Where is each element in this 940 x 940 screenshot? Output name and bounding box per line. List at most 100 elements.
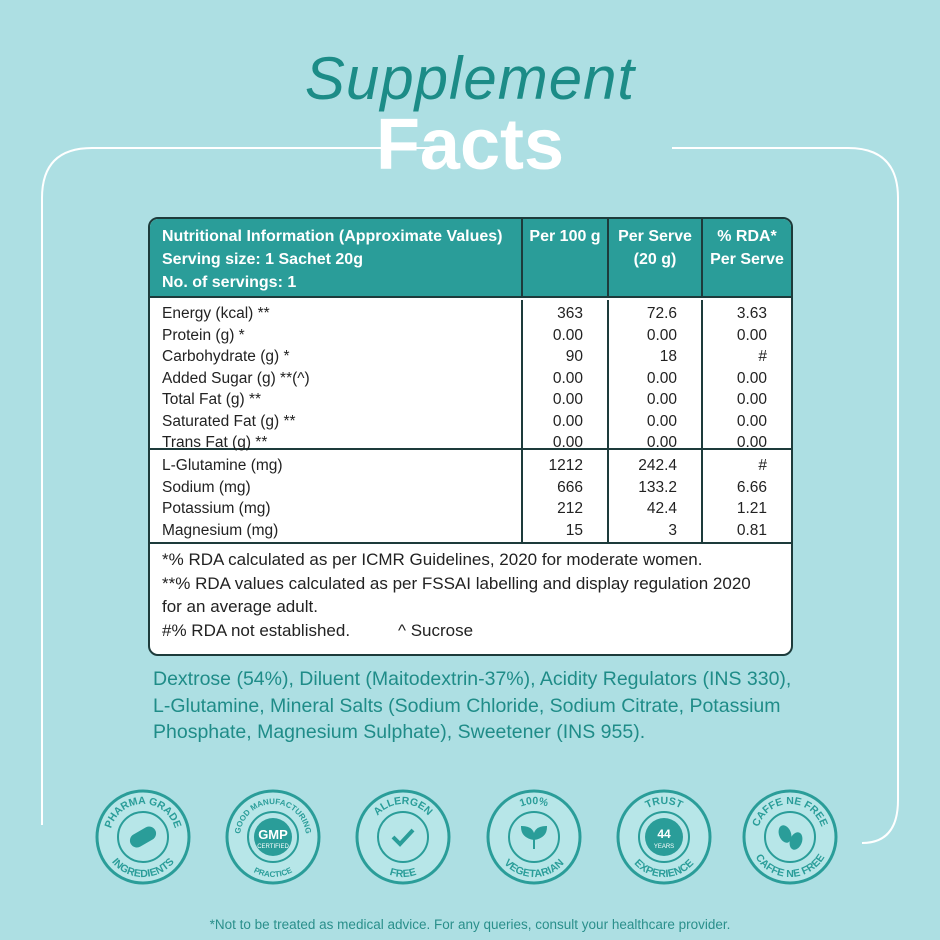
badge-bottom-text: FREE [388,866,417,880]
value-cell: 0.00 [646,434,677,451]
badge-top-text: 100% [518,795,550,810]
value-cell: 212 [557,500,583,517]
value-cell: 0.00 [646,369,677,387]
value-cell: 0.00 [646,391,677,408]
badge: 100%VEGETARIAN [486,789,582,885]
badge-bottom-text: PRACTICE [253,865,295,879]
value-cell: 0.00 [552,391,583,408]
value-cell: 0.00 [736,369,767,387]
nutrient-cell: Saturated Fat (g) ** [162,412,296,430]
badge-sub-text: CERTIFIED [257,844,289,850]
header-line: Per Serve [710,251,784,268]
badge-inner-ring [638,811,690,863]
header-column: % RDA* Per Serve [701,219,791,296]
value-cell: 42.4 [646,500,677,517]
header-line: Nutritional Information (Approximate Val… [162,228,503,245]
badge-sub-text: YEARS [654,844,674,850]
value-cell: 0.00 [552,434,583,451]
badge-top-text: TRUST [643,795,685,811]
ingredients: Dextrose (54%), Diluent (Maitodextrin-37… [153,668,792,743]
nutrient-cell: Sodium (mg) [162,478,251,496]
bean-icon [778,825,792,843]
badge-inner-ring [764,811,816,863]
bean-icon [789,832,803,850]
value-cell: 0.00 [552,369,583,387]
value-column: #6.66 1.21 0.81 [701,452,791,542]
value-column: 1212 666 212 15 [521,452,607,542]
value-cell: 133.2 [638,478,677,496]
value-column: 242.4 133.2 42.4 3 [607,452,701,542]
header-column: Per 100 g [521,219,607,296]
badge-bottom-text: FREE [388,866,417,880]
badge-top-text: TRUST [643,795,685,811]
note-line: for an average adult. [162,597,318,616]
badge-inner-ring [508,811,560,863]
nutrient-column: L-Glutamine (mg) Sodium (mg) Potassium (mg… [150,452,521,542]
badge-bottom-text: PRACTICE [253,865,295,879]
header-line: Per Serve [618,228,692,245]
value-cell: 3 [668,521,677,539]
value-cell: 0.00 [736,434,767,451]
check-icon [391,828,415,847]
title: Supplement [304,45,636,112]
value-cell: 0.00 [736,326,767,344]
value-cell: # [758,457,767,474]
value-cell: 72.6 [646,305,677,322]
nutrient-cell: Protein (g) * [162,326,245,344]
badge-center [645,818,683,856]
value-cell: 1212 [548,457,583,474]
footnote: ^ Sucrose [398,620,474,640]
note-line: **% RDA values calculated as per FSSAI l… [162,573,751,593]
frame-border [41,147,899,844]
note-line: *% RDA calculated as per ICMR Guidelines… [162,550,703,569]
row-group: L-Glutamine (mg) Sodium (mg) Potassium (mg… [150,450,791,544]
badge-center [254,818,292,856]
value-cell: 0.00 [736,412,767,430]
badge-inner-ring [247,811,299,863]
value-column: 72.6 0.00 18 0.00 0.00 0.00 0.00 [607,300,701,454]
facts-table: Nutritional Information (Approximate Val… [148,217,793,656]
header-line: % RDA* [717,228,777,245]
nutrient-cell: Potassium (mg) [162,500,271,517]
header-line: Serving size: 1 Sachet 20g [162,251,363,268]
header-line: No. of servings: 1 [162,274,297,291]
badge-ring [355,789,451,885]
capsule-icon [129,826,157,848]
badge-top-text: 100% [518,795,550,810]
note-line: #% RDA not established. ^ Sucrose [162,619,791,643]
leaf-icon [520,825,548,849]
nutrient-cell: Carbohydrate (g) * [162,348,290,365]
nutrient-cell: L-Glutamine (mg) [162,457,283,474]
header-column: Per Serve (20 g) [607,219,701,296]
value-cell: # [758,348,767,365]
nutrient-cell: Energy (kcal) ** [162,305,270,322]
nutrient-cell: Total Fat (g) ** [162,391,262,408]
header-line: Per 100 g [529,228,601,245]
header-line: (20 g) [633,251,677,268]
badge-center-text: GMP [258,827,288,842]
value-cell: 242.4 [638,457,677,474]
value-cell: 0.00 [646,412,677,430]
value-cell: 18 [659,348,677,365]
value-cell: 363 [557,305,583,322]
value-cell: 666 [557,478,583,496]
value-cell: 15 [565,521,583,539]
value-cell: 6.66 [736,478,767,496]
badge-inner-ring [117,811,169,863]
title: Facts [375,105,565,185]
value-cell: 0.00 [552,326,583,344]
value-cell: 1.21 [736,500,767,517]
value-cell: 90 [565,348,583,365]
table-body: Energy (kcal) ** Protein (g) * Carbohydrat… [150,298,791,642]
value-cell: 0.81 [736,521,767,539]
value-column: 363 0.00 90 0.00 0.00 0.00 0.00 [521,300,607,454]
disclaimer: *Not to be treated as medical advice. Fo… [209,917,731,932]
value-cell: 3.63 [736,305,767,322]
